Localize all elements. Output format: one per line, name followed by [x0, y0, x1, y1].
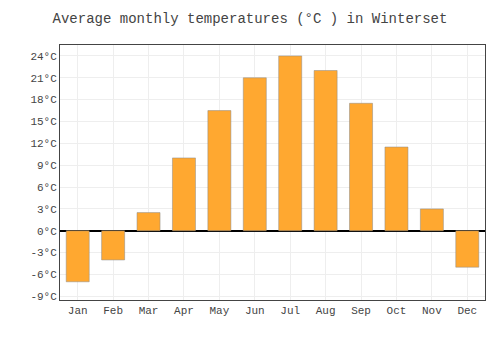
svg-text:Jul: Jul — [280, 305, 300, 317]
svg-text:Nov: Nov — [422, 305, 442, 317]
svg-text:-6°C: -6°C — [30, 269, 57, 281]
svg-text:24°C: 24°C — [30, 51, 57, 63]
svg-text:Average monthly temperatures (: Average monthly temperatures (°C ) in Wi… — [53, 11, 448, 27]
svg-text:Dec: Dec — [457, 305, 477, 317]
svg-text:Feb: Feb — [103, 305, 123, 317]
svg-text:15°C: 15°C — [30, 116, 57, 128]
svg-text:Sep: Sep — [351, 305, 371, 317]
svg-text:3°C: 3°C — [37, 204, 57, 216]
svg-text:9°C: 9°C — [37, 160, 57, 172]
svg-text:-3°C: -3°C — [30, 247, 57, 259]
svg-text:Mar: Mar — [139, 305, 159, 317]
svg-text:Aug: Aug — [316, 305, 336, 317]
svg-text:Jun: Jun — [245, 305, 265, 317]
svg-text:Oct: Oct — [387, 305, 407, 317]
svg-text:Apr: Apr — [174, 305, 194, 317]
svg-text:-9°C: -9°C — [30, 291, 57, 303]
svg-text:12°C: 12°C — [30, 138, 57, 150]
svg-text:Jan: Jan — [68, 305, 88, 317]
svg-text:6°C: 6°C — [37, 182, 57, 194]
svg-text:May: May — [209, 305, 229, 317]
svg-text:18°C: 18°C — [30, 94, 57, 106]
svg-text:0°C: 0°C — [37, 226, 57, 238]
svg-text:21°C: 21°C — [30, 73, 57, 85]
